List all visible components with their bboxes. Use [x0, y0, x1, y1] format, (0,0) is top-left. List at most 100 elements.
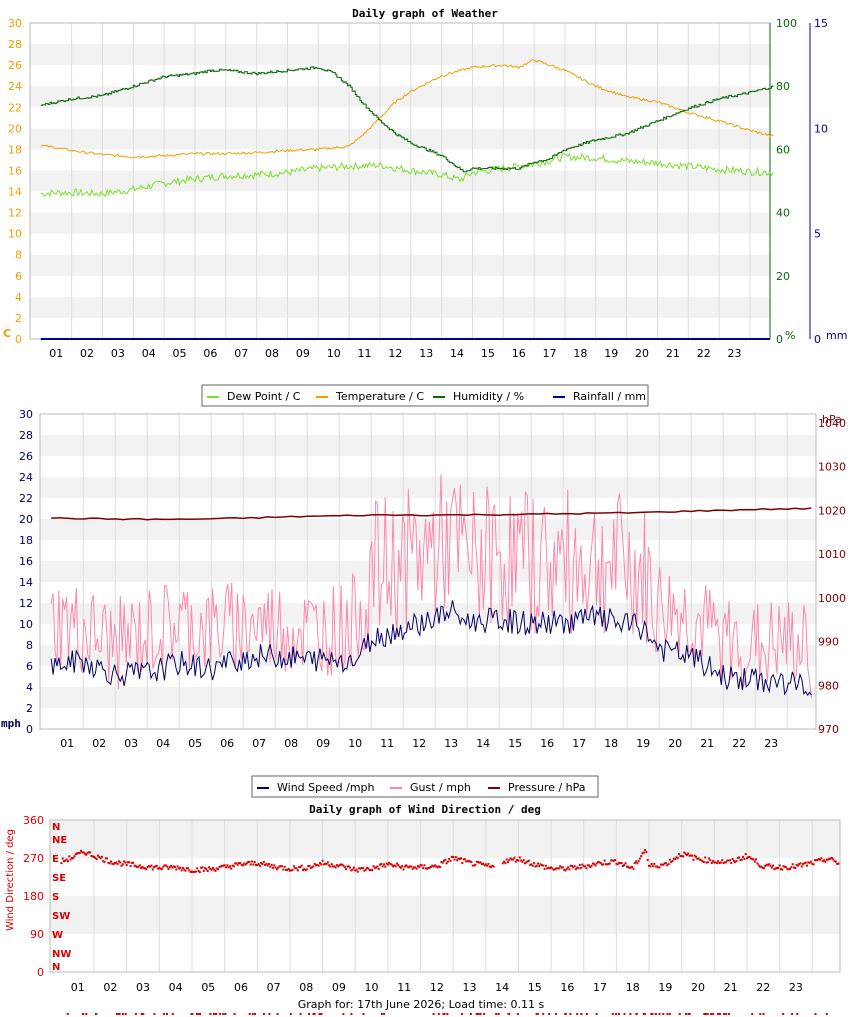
direction-point	[155, 865, 158, 867]
direction-point	[548, 867, 551, 870]
direction-point	[539, 863, 542, 866]
strip-dot	[687, 1013, 690, 1015]
strip-dot	[668, 1013, 671, 1015]
direction-point	[739, 858, 742, 861]
x-tick-label: 18	[573, 347, 587, 360]
direction-point	[281, 865, 284, 868]
direction-point	[230, 867, 233, 870]
direction-point	[349, 866, 351, 869]
direction-point	[252, 863, 255, 866]
direction-point	[798, 863, 801, 866]
direction-point	[440, 861, 443, 863]
direction-point	[554, 868, 556, 871]
tick-label: 14	[19, 576, 33, 589]
direction-point	[369, 869, 372, 872]
compass-label: S	[52, 892, 59, 903]
direction-point	[638, 857, 641, 860]
direction-point	[786, 868, 789, 871]
direction-point	[809, 860, 812, 863]
grid-lines	[82, 414, 788, 729]
direction-point	[420, 864, 423, 867]
direction-point	[253, 861, 256, 863]
strip-dot	[712, 1013, 715, 1015]
direction-point	[411, 867, 414, 870]
direction-point	[473, 864, 476, 867]
direction-point	[89, 851, 92, 854]
direction-point	[742, 855, 744, 858]
strip-dot	[615, 1013, 618, 1015]
direction-point	[362, 867, 365, 870]
direction-point	[604, 863, 607, 866]
direction-point	[480, 863, 483, 866]
direction-point	[614, 859, 617, 861]
y-unit-right: hPa	[822, 413, 842, 426]
direction-point	[158, 866, 161, 869]
direction-point	[453, 858, 456, 861]
direction-point	[312, 865, 315, 868]
direction-point	[372, 865, 375, 868]
direction-point	[658, 866, 661, 869]
direction-point	[413, 866, 415, 869]
direction-point	[313, 862, 316, 865]
direction-point	[572, 866, 575, 869]
direction-point	[769, 864, 772, 867]
direction-point	[251, 860, 254, 863]
direction-point	[428, 866, 431, 869]
direction-point	[576, 866, 579, 869]
tick-label: 20	[776, 270, 790, 283]
x-tick-label: 03	[111, 347, 125, 360]
direction-point	[595, 862, 598, 865]
direction-point	[381, 865, 384, 868]
direction-point	[321, 859, 324, 862]
direction-point	[296, 869, 299, 872]
strip-dot	[383, 1013, 386, 1015]
direction-point	[200, 866, 203, 869]
direction-point	[373, 866, 376, 869]
direction-point	[753, 860, 756, 863]
direction-point	[342, 864, 345, 867]
direction-point	[403, 865, 406, 868]
legend-box	[201, 384, 649, 407]
direction-point	[817, 858, 820, 860]
direction-point	[542, 864, 545, 867]
direction-point	[653, 862, 656, 865]
grid-lines	[71, 23, 751, 339]
direction-point	[618, 861, 620, 864]
direction-point	[333, 865, 336, 868]
direction-point	[524, 862, 526, 865]
direction-point	[719, 861, 722, 864]
direction-point	[635, 860, 637, 863]
tick-label: 2	[26, 702, 33, 715]
direction-point	[747, 856, 750, 859]
direction-point	[226, 864, 229, 867]
strip-dot	[642, 1013, 645, 1015]
direction-point	[516, 859, 519, 861]
direction-point	[110, 860, 112, 863]
direction-point	[396, 862, 398, 865]
direction-point	[179, 866, 182, 869]
x-axis: 01 02 03 04 05 06 07 08 09 10 11 12 13 14 15 16 17 18 19 20…	[49, 347, 741, 360]
wind-direction-chart: Daily graph of Wind Direction / deg Wind…	[5, 803, 841, 1015]
x-tick-label: 22	[732, 737, 746, 750]
direction-point	[597, 861, 600, 864]
series-lines	[50, 473, 812, 699]
direction-point	[608, 862, 611, 865]
direction-point	[463, 858, 466, 861]
direction-point	[320, 863, 323, 866]
direction-point	[99, 857, 102, 860]
direction-point	[390, 863, 393, 866]
direction-point	[221, 864, 223, 867]
direction-point	[636, 862, 639, 865]
x-tick-label: 19	[636, 737, 650, 750]
direction-point	[359, 867, 362, 870]
direction-point	[452, 856, 455, 858]
tick-label: 90	[30, 928, 44, 941]
direction-point	[339, 863, 342, 866]
direction-point	[757, 864, 760, 867]
direction-point	[108, 862, 111, 865]
direction-point	[584, 865, 586, 868]
compass-label: N	[52, 962, 60, 973]
direction-point	[486, 864, 489, 867]
tick-label: 14	[8, 186, 22, 199]
direction-point	[124, 861, 127, 864]
